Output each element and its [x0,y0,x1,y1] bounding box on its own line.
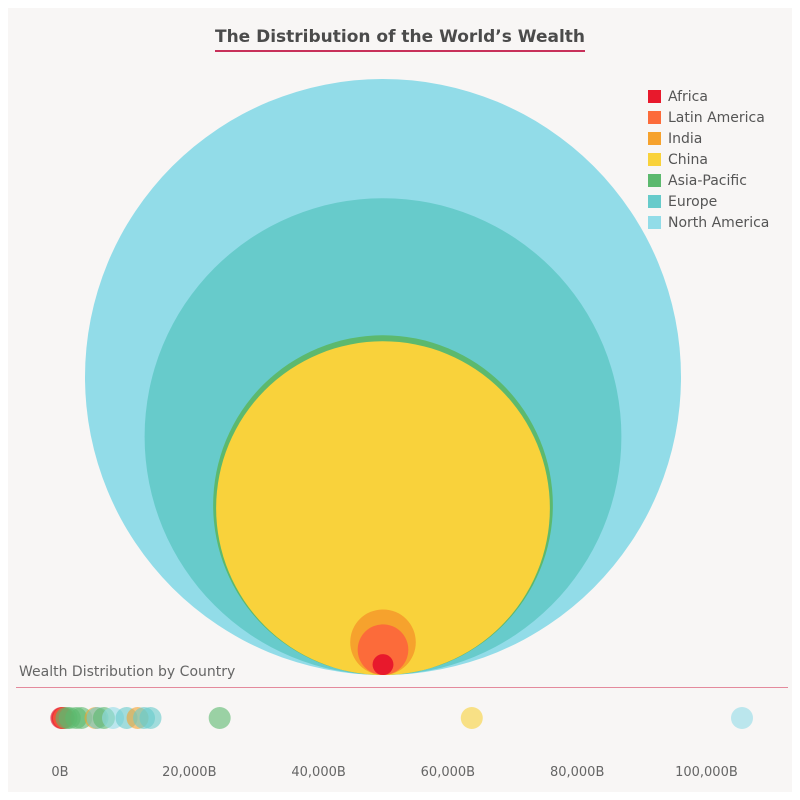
legend-item-europe[interactable]: Europe [648,191,769,212]
legend-swatch [648,174,661,187]
x-tick-label: 100,000B [675,765,738,780]
legend-swatch [648,195,661,208]
legend-item-latin-america[interactable]: Latin America [648,107,769,128]
legend-label: India [668,130,703,147]
country-chart-title: Wealth Distribution by Country [19,664,236,680]
legend-label: Europe [668,193,718,210]
legend-item-africa[interactable]: Africa [648,86,769,107]
legend-swatch [648,153,661,166]
legend-item-china[interactable]: China [648,149,769,170]
bubble-africa[interactable] [372,654,394,675]
x-tick-label: 40,000B [291,765,345,780]
country-dot-asia-pacific[interactable] [208,707,231,729]
legend-label: Latin America [668,109,765,126]
legend-label: China [668,151,708,168]
legend-swatch [648,111,661,124]
bubble-chart [85,79,681,675]
country-dot-north-america[interactable] [731,707,753,729]
legend-item-north-america[interactable]: North America [648,212,769,233]
legend-label: Asia-Pacific [668,172,747,189]
legend-swatch [648,216,661,229]
chart-title-text: The Distribution of the World’s Wealth [214,27,586,52]
legend-label: Africa [668,88,708,105]
legend-item-asia-pacific[interactable]: Asia-Pacific [648,170,769,191]
bubble-latin-america[interactable] [357,624,409,675]
x-tick-label: 20,000B [162,765,216,780]
legend: Africa Latin America India China Asia-Pacifi… [648,86,769,233]
legend-item-india[interactable]: India [648,128,769,149]
country-dot-plot: 0B 20,000B 40,000B 60,000B 80,000B 100,000B [50,707,753,780]
section-divider [16,687,788,688]
x-tick-label: 60,000B [421,765,475,780]
bubble-china[interactable] [216,341,550,675]
x-tick-label: 80,000B [550,765,604,780]
legend-label: North America [668,214,770,231]
chart-canvas: The Distribution of the World’s Wealth A… [8,8,792,792]
country-dot-china[interactable] [460,707,483,729]
legend-swatch [648,90,661,103]
x-tick-label: 0B [51,765,68,780]
chart-title: The Distribution of the World’s Wealth [8,27,792,52]
country-dot-europe[interactable] [139,707,162,729]
legend-swatch [648,132,661,145]
